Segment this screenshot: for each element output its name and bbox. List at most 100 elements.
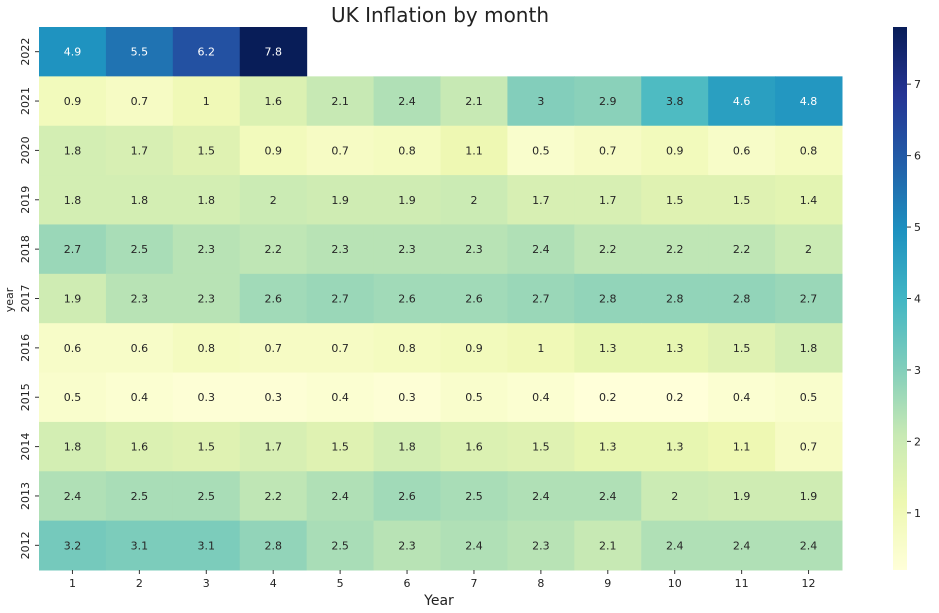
heatmap-cell <box>239 27 308 77</box>
heatmap-cell <box>172 125 241 176</box>
heatmap-cell <box>708 125 776 176</box>
cell-value-label: 0.5 <box>532 144 550 157</box>
cell-value-label: 1.8 <box>64 144 82 157</box>
y-tick-label: 2021 <box>19 87 32 115</box>
heatmap-cell <box>239 273 308 324</box>
cell-value-label: 0.9 <box>264 144 282 157</box>
heatmap-cell <box>306 76 375 127</box>
heatmap-cell <box>574 421 642 472</box>
heatmap-cell <box>574 323 642 374</box>
cell-value-label: 1 <box>203 95 210 108</box>
x-tick-label: 12 <box>802 577 816 590</box>
heatmap-cell <box>507 273 575 324</box>
cell-value-label: 3.2 <box>64 539 82 552</box>
cell-value-label: 1.8 <box>398 441 416 454</box>
heatmap-cell <box>105 323 174 374</box>
heatmap-cell <box>172 175 241 225</box>
cell-value-label: 2.5 <box>465 490 483 503</box>
cell-value-label: 2.3 <box>398 243 416 256</box>
cell-value-label: 1.7 <box>532 194 550 207</box>
cell-value-label: 0.7 <box>331 144 349 157</box>
cell-value-label: 2.3 <box>331 243 349 256</box>
cell-value-label: 2.4 <box>666 539 684 552</box>
y-tick-label: 2014 <box>19 433 32 461</box>
cell-value-label: 0.9 <box>666 144 684 157</box>
cell-value-label: 0.5 <box>800 391 818 404</box>
heatmap-cell <box>440 520 508 571</box>
cell-value-label: 2.8 <box>599 293 617 306</box>
heatmap-cell <box>239 471 308 522</box>
cell-value-label: 2.2 <box>666 243 684 256</box>
heatmap-cell <box>373 372 441 423</box>
x-tick-label: 8 <box>537 577 544 590</box>
cell-value-label: 0.2 <box>599 391 617 404</box>
heatmap-cell <box>574 125 642 176</box>
cell-value-label: 2.1 <box>599 539 617 552</box>
heatmap-cell <box>440 471 508 522</box>
heatmap-cell <box>507 471 575 522</box>
colorbar-tick-label: 5 <box>914 221 921 234</box>
heatmap-cell <box>172 520 241 571</box>
heatmap-cell <box>105 520 174 571</box>
heatmap-cell <box>39 175 107 225</box>
cell-value-label: 0.7 <box>131 95 149 108</box>
heatmap-cell <box>373 323 441 374</box>
cell-value-label: 2 <box>805 243 812 256</box>
heatmap-cell <box>239 520 308 571</box>
heatmap-cell <box>574 175 642 225</box>
cell-value-label: 1.4 <box>800 194 818 207</box>
heatmap-cell <box>574 372 642 423</box>
heatmap-cell <box>641 76 709 127</box>
heatmap-cell <box>440 273 508 324</box>
cell-value-label: 1.5 <box>331 441 349 454</box>
y-tick-label: 2019 <box>19 186 32 214</box>
cell-value-label: 2.6 <box>398 293 416 306</box>
cell-value-label: 2.2 <box>733 243 751 256</box>
cell-value-label: 0.4 <box>532 391 550 404</box>
cell-value-label: 1.8 <box>64 194 82 207</box>
heatmap-cell <box>507 372 575 423</box>
heatmap-cell <box>105 76 174 127</box>
heatmap-cell <box>507 76 575 127</box>
cell-value-label: 1.6 <box>465 441 483 454</box>
heatmap-cell <box>708 372 776 423</box>
heatmap-cell <box>373 520 441 571</box>
cell-value-label: 0.4 <box>131 391 149 404</box>
cell-value-label: 4.8 <box>800 95 818 108</box>
heatmap-cell <box>105 421 174 472</box>
heatmap-cell <box>775 372 843 423</box>
heatmap-cell <box>440 224 508 275</box>
heatmap-cell <box>708 224 776 275</box>
cell-value-label: 0.7 <box>264 342 282 355</box>
cell-value-label: 1.8 <box>64 441 82 454</box>
heatmap-cell <box>775 471 843 522</box>
y-tick-label: 2016 <box>19 334 32 362</box>
cell-value-label: 0.9 <box>465 342 483 355</box>
cell-value-label: 1.7 <box>264 441 282 454</box>
heatmap-cell <box>574 520 642 571</box>
heatmap-cell <box>440 76 508 127</box>
cell-value-label: 2.4 <box>800 539 818 552</box>
heatmap-cells: 4.9 5.5 6.2 7.8 0.9 0.7 1 1.6 2.1 2.4 2.1 3 2.9 3.8 4.… <box>39 27 843 571</box>
heatmap-cell <box>373 421 441 472</box>
heatmap-cell <box>641 471 709 522</box>
heatmap-cell <box>507 421 575 472</box>
cell-value-label: 2.3 <box>465 243 483 256</box>
heatmap-cell <box>641 323 709 374</box>
cell-value-label: 2.2 <box>264 243 282 256</box>
heatmap-cell <box>306 520 375 571</box>
heatmap-cell <box>306 421 375 472</box>
colorbar-ticks: 1 2 3 4 5 6 7 <box>907 78 921 520</box>
cell-value-label: 2 <box>470 194 477 207</box>
cell-value-label: 2.6 <box>264 293 282 306</box>
heatmap-cell <box>507 125 575 176</box>
cell-value-label: 2 <box>671 490 678 503</box>
cell-value-label: 2.4 <box>599 490 617 503</box>
heatmap-cell <box>373 175 441 225</box>
heatmap-cell <box>172 76 241 127</box>
cell-value-label: 2 <box>270 194 277 207</box>
heatmap-cell <box>239 372 308 423</box>
cell-value-label: 0.2 <box>666 391 684 404</box>
heatmap-cell <box>440 125 508 176</box>
cell-value-label: 0.7 <box>331 342 349 355</box>
